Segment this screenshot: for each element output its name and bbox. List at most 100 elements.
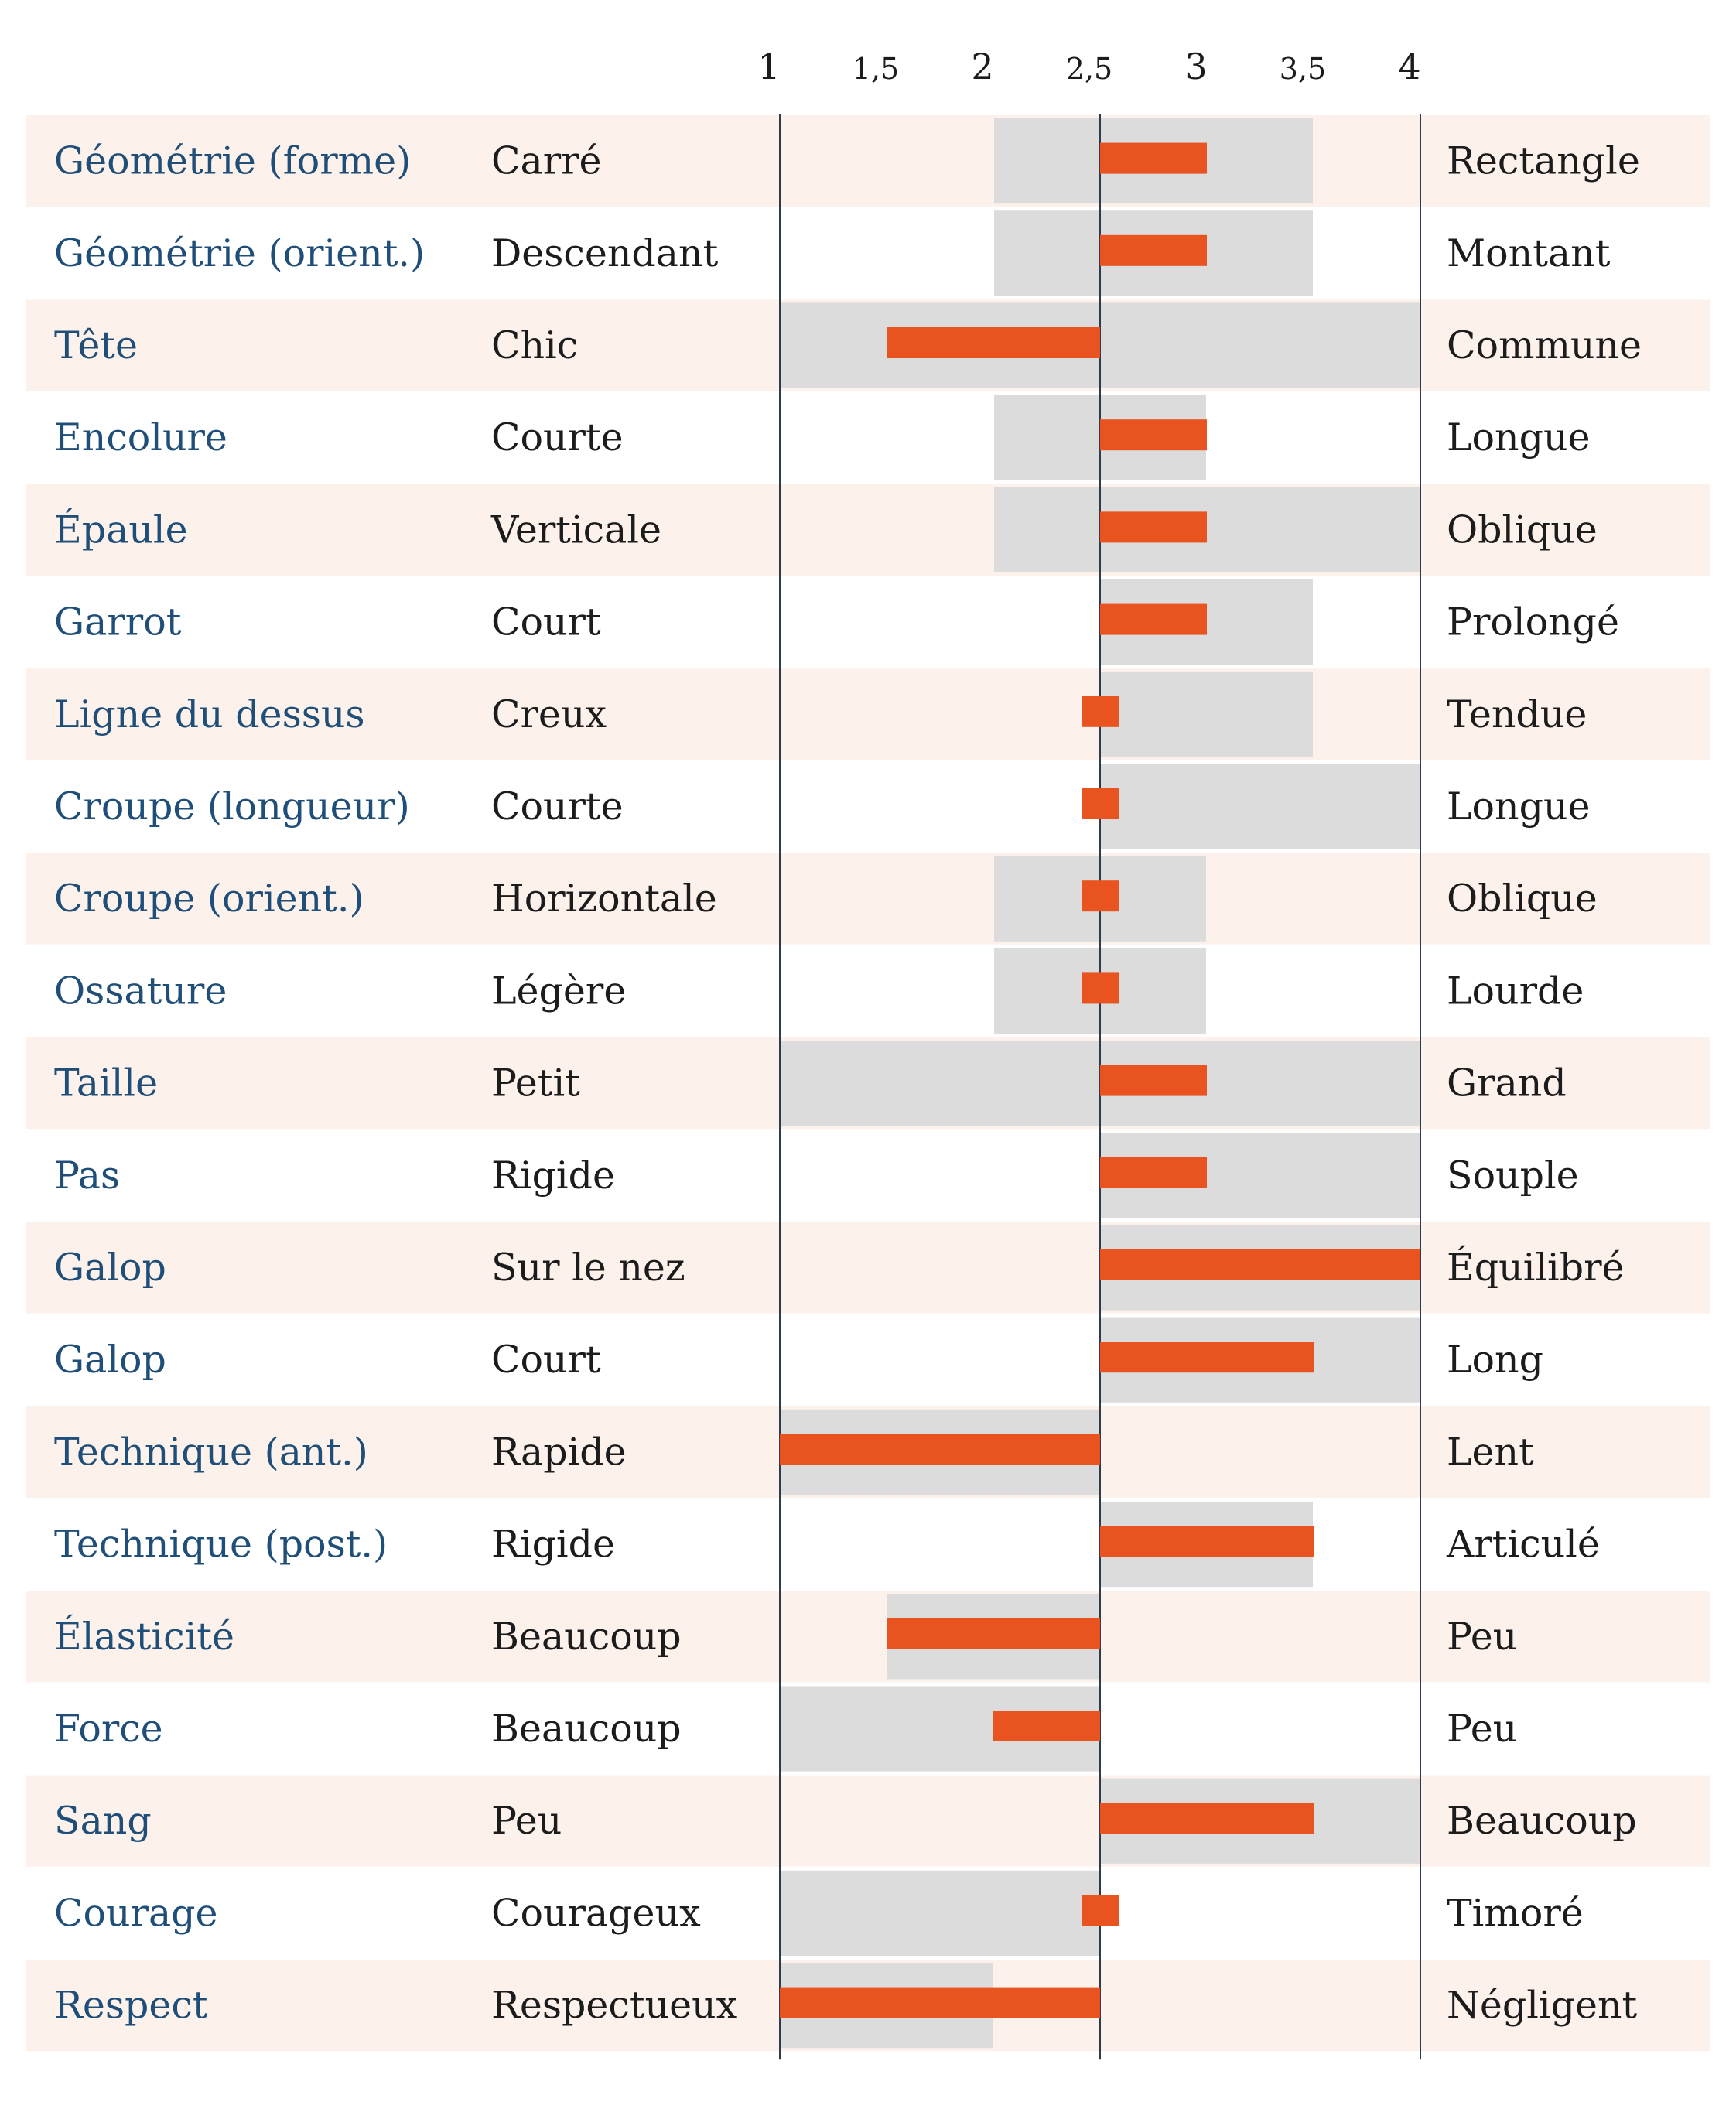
high-pole-label: Beaucoup	[1447, 1799, 1637, 1843]
low-pole-label: Légère	[491, 969, 626, 1013]
low-pole-label: Court	[491, 600, 601, 644]
trait-label: Garrot	[54, 600, 182, 644]
low-pole-label: Rapide	[491, 1430, 627, 1474]
row-stripe	[26, 1222, 1710, 1314]
value-bar	[1100, 1526, 1314, 1557]
low-pole-label: Descendant	[491, 231, 719, 275]
high-pole-label: Grand	[1447, 1061, 1567, 1106]
trait-label: Courage	[54, 1891, 218, 1935]
value-bar	[1100, 1342, 1314, 1373]
x-axis-ticks: 1 1,5 2 2,5 3 3,5 4	[757, 46, 1420, 87]
high-pole-label: Négligent	[1447, 1984, 1638, 2028]
low-pole-label: Beaucoup	[491, 1615, 682, 1659]
value-bar	[1100, 1249, 1420, 1280]
low-pole-label: Rigide	[491, 1154, 615, 1198]
low-pole-label: Rigide	[491, 1523, 615, 1567]
value-bar	[1082, 696, 1119, 727]
high-pole-label: Tendue	[1447, 692, 1587, 737]
low-pole-label: Beaucoup	[491, 1707, 682, 1751]
x-tick-label: 1	[757, 46, 780, 87]
trait-label: Pas	[54, 1154, 120, 1198]
value-bar	[993, 1711, 1100, 1741]
row-stripe	[26, 853, 1710, 945]
high-pole-label: Prolongé	[1447, 600, 1619, 644]
low-pole-label: Court	[491, 1338, 601, 1382]
trait-label: Encolure	[54, 415, 227, 460]
value-bar	[1082, 1895, 1119, 1926]
value-bar	[1100, 1803, 1314, 1834]
high-pole-label: Commune	[1447, 323, 1642, 367]
range-bar	[1101, 764, 1420, 849]
high-pole-label: Timoré	[1447, 1891, 1584, 1935]
value-bar	[887, 327, 1100, 358]
trait-label: Technique (post.)	[54, 1523, 388, 1567]
trait-label: Élasticité	[54, 1615, 234, 1659]
row-stripe	[26, 1775, 1710, 1867]
trait-label: Ossature	[54, 969, 227, 1013]
row-stripe	[26, 1591, 1710, 1683]
trait-label: Géométrie (forme)	[54, 139, 411, 183]
high-pole-label: Lourde	[1447, 969, 1584, 1013]
x-tick-label: 3,5	[1280, 52, 1326, 86]
row-stripe	[26, 115, 1710, 207]
high-pole-label: Lent	[1447, 1430, 1534, 1474]
high-pole-label: Souple	[1447, 1154, 1579, 1198]
value-bar	[887, 1618, 1100, 1649]
trait-label: Croupe (longueur)	[54, 784, 410, 829]
low-pole-label: Courageux	[491, 1891, 701, 1935]
high-pole-label: Long	[1447, 1338, 1543, 1382]
row-stripe	[26, 668, 1710, 760]
trait-label: Croupe (orient.)	[54, 877, 364, 921]
low-pole-label: Sur le nez	[491, 1246, 685, 1290]
value-bar	[1100, 234, 1207, 266]
low-pole-label: Petit	[491, 1061, 580, 1106]
value-bar	[1100, 511, 1207, 543]
x-tick-label: 1,5	[853, 52, 899, 86]
high-pole-label: Montant	[1447, 231, 1611, 275]
value-bar	[1082, 880, 1119, 912]
low-pole-label: Horizontale	[491, 877, 717, 921]
high-pole-label: Longue	[1447, 784, 1591, 829]
trait-label: Galop	[54, 1338, 166, 1382]
trait-label: Sang	[54, 1799, 152, 1843]
trait-label: Galop	[54, 1246, 166, 1290]
high-pole-label: Rectangle	[1447, 139, 1640, 183]
value-bar	[1082, 788, 1119, 819]
trait-label: Technique (ant.)	[54, 1430, 368, 1474]
high-pole-label: Longue	[1447, 415, 1591, 460]
x-tick-label: 2	[971, 46, 993, 87]
high-pole-label: Peu	[1447, 1615, 1517, 1659]
high-pole-label: Peu	[1447, 1707, 1517, 1751]
value-bar	[1100, 1065, 1207, 1096]
low-pole-label: Respectueux	[491, 1984, 738, 2028]
value-bar	[1082, 972, 1119, 1004]
trait-label: Ligne du dessus	[54, 692, 365, 737]
value-bar	[780, 1434, 1100, 1465]
value-bar	[1100, 142, 1207, 174]
row-stripe	[26, 484, 1710, 576]
trait-label: Taille	[54, 1061, 158, 1106]
value-bar	[1100, 603, 1207, 635]
trait-label: Tête	[54, 323, 138, 367]
low-pole-label: Peu	[491, 1799, 562, 1843]
trait-label: Géométrie (orient.)	[54, 231, 425, 275]
x-tick-label: 2,5	[1066, 52, 1112, 86]
high-pole-label: Équilibré	[1447, 1246, 1625, 1290]
x-tick-label: 4	[1398, 46, 1420, 87]
trait-label: Respect	[54, 1984, 208, 2028]
high-pole-label: Oblique	[1447, 877, 1598, 921]
low-pole-label: Creux	[491, 692, 607, 737]
low-pole-label: Chic	[491, 323, 578, 367]
low-pole-label: Verticale	[490, 508, 661, 552]
value-bars	[780, 142, 1420, 2018]
low-pole-label: Courte	[491, 784, 624, 829]
low-pole-label: Courte	[491, 415, 624, 460]
value-bar	[1100, 1157, 1207, 1188]
high-pole-label: Articulé	[1446, 1523, 1600, 1567]
value-bar	[780, 1987, 1100, 2018]
trait-label: Épaule	[54, 508, 188, 552]
range-bar	[781, 1870, 1099, 1956]
trait-label: Force	[54, 1707, 163, 1751]
x-tick-label: 3	[1184, 46, 1207, 87]
